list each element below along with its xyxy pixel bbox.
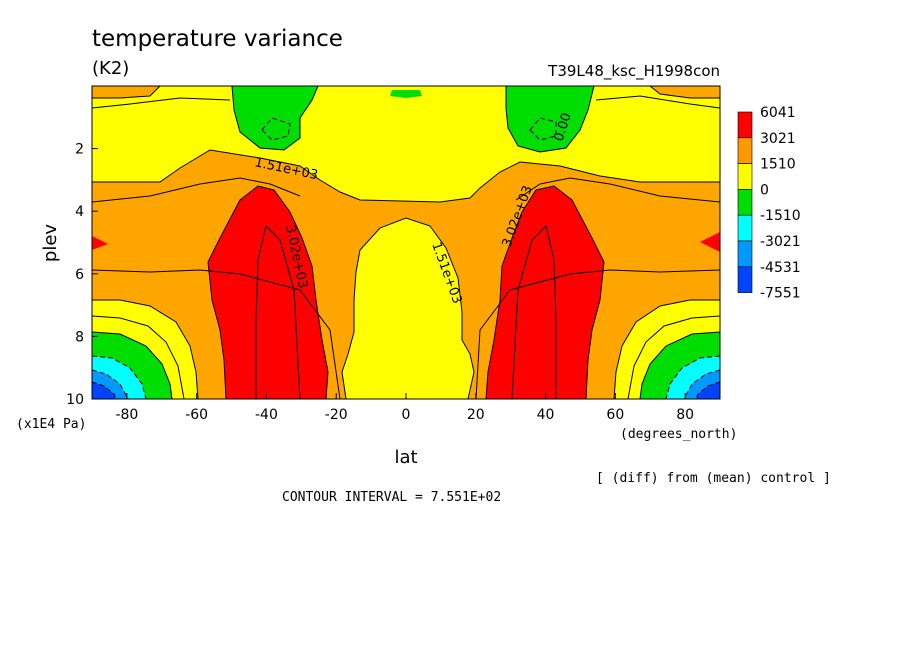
x-tick-label: 0 — [402, 407, 411, 423]
x-tick-label: -40 — [255, 407, 278, 423]
x-tick-label: -60 — [185, 407, 208, 423]
contour-upper-band — [92, 149, 720, 203]
y-tick-label: 2 — [75, 142, 84, 158]
x-axis-ticks: -80 -60 -40 -20 0 20 40 60 80 — [115, 393, 694, 423]
x-tick-label: -80 — [115, 407, 138, 423]
chart-title: temperature variance — [92, 26, 343, 52]
contour-red-right-inner — [585, 261, 605, 399]
fill-green-upper-left — [232, 86, 318, 150]
contour-upper-inner — [92, 97, 231, 109]
colorbar-swatch — [737, 214, 753, 242]
fill-red-right-column — [486, 186, 604, 399]
fill-blue-lower-left — [92, 382, 116, 399]
contour-red-right — [485, 185, 605, 399]
contour-yellow-ll-2 — [92, 315, 185, 399]
colorbar-label: 0 — [760, 182, 769, 198]
fill-orange-top-left — [92, 86, 160, 98]
contour-yellow-ll — [92, 299, 199, 399]
x-tick-label: 40 — [537, 407, 555, 423]
contour-yellow-lr-2 — [627, 315, 720, 399]
neg-contour-lr-1 — [665, 355, 720, 399]
fill-yellow-centre — [342, 218, 474, 399]
fill-green-top-centre — [390, 90, 422, 98]
colorbar-swatch — [737, 240, 753, 268]
y-tick-label: 10 — [66, 392, 84, 408]
contour-green-ul — [231, 86, 319, 151]
y-tick-label: 4 — [75, 204, 84, 220]
y-tick-label: 8 — [75, 329, 84, 345]
colorbar-label: -7551 — [760, 286, 801, 302]
neg-contour-ll-2 — [92, 369, 129, 399]
x-tick-label: 20 — [467, 407, 485, 423]
contour-mid-left — [92, 177, 301, 203]
x-axis-units: (degrees_north) — [620, 427, 737, 442]
y-axis-units: (x1E4 Pa) — [16, 417, 86, 432]
negative-contours — [92, 117, 720, 399]
neg-contour-ur — [529, 117, 557, 141]
colorbar-label: -3021 — [760, 234, 801, 250]
colorbar-label: 3021 — [760, 131, 796, 147]
contour-yellow-centre — [341, 217, 475, 399]
colorbar-swatch — [737, 111, 753, 139]
colorbar-label: -4531 — [760, 260, 801, 276]
contour-red-left-inner — [207, 261, 227, 399]
contour-lines — [92, 86, 720, 399]
colorbar-swatch — [737, 163, 753, 190]
contour-mid-right — [515, 177, 720, 203]
contour-orange-top-left — [92, 86, 161, 99]
contour-green-lr — [639, 331, 720, 399]
contour-orange-top-right — [649, 86, 720, 99]
fill-red-left-wedge — [92, 236, 108, 250]
neg-contour-ul — [261, 117, 291, 141]
colorbar-label: 6041 — [760, 105, 796, 121]
contour-red-left — [207, 185, 329, 399]
contour-yellow-lr — [613, 299, 720, 399]
y-axis-label: plev — [40, 224, 61, 263]
x-tick-label: 60 — [606, 407, 624, 423]
contour-outer-right — [475, 269, 720, 399]
fill-blue-lower-right — [696, 382, 720, 399]
fill-green-upper-right — [506, 86, 594, 152]
units-label: (K2) — [92, 58, 129, 79]
fill-red-left-column — [208, 186, 328, 399]
colorbar-swatch — [737, 266, 753, 293]
x-axis-label: lat — [394, 447, 417, 468]
fill-red-right-wedge — [700, 232, 720, 252]
contour-interval: CONTOUR INTERVAL = 7.551E+02 — [282, 490, 501, 505]
colorbar: 6041 3021 1510 0 -1510 -3021 -4531 -7551 — [737, 105, 801, 302]
y-tick-label: 6 — [75, 267, 84, 283]
contour-green-ur — [505, 86, 595, 153]
contour-red-left-core — [255, 225, 301, 399]
run-label: T39L48_ksc_H1998con — [547, 62, 720, 81]
colorbar-swatch — [737, 189, 753, 216]
x-tick-label: -20 — [325, 407, 348, 423]
x-tick-label: 80 — [676, 407, 694, 423]
contour-outer-left — [92, 269, 341, 399]
neg-contour-ll-3 — [92, 381, 117, 399]
colorbar-label: 1510 — [760, 157, 796, 173]
neg-contour-lr-3 — [695, 381, 720, 399]
contour-green-ll — [92, 331, 173, 399]
colorbar-swatch — [737, 137, 753, 164]
colorbar-label: -1510 — [760, 208, 801, 224]
contour-red-right-core — [511, 225, 557, 399]
neg-contour-lr-2 — [683, 369, 720, 399]
contour-upper-inner-right — [595, 95, 720, 109]
diff-note: [ (diff) from (mean) control ] — [596, 471, 831, 486]
contour-plot-area — [92, 86, 720, 399]
neg-contour-ll-1 — [92, 355, 147, 399]
y-axis-ticks: 2 4 6 8 10 — [66, 142, 98, 408]
